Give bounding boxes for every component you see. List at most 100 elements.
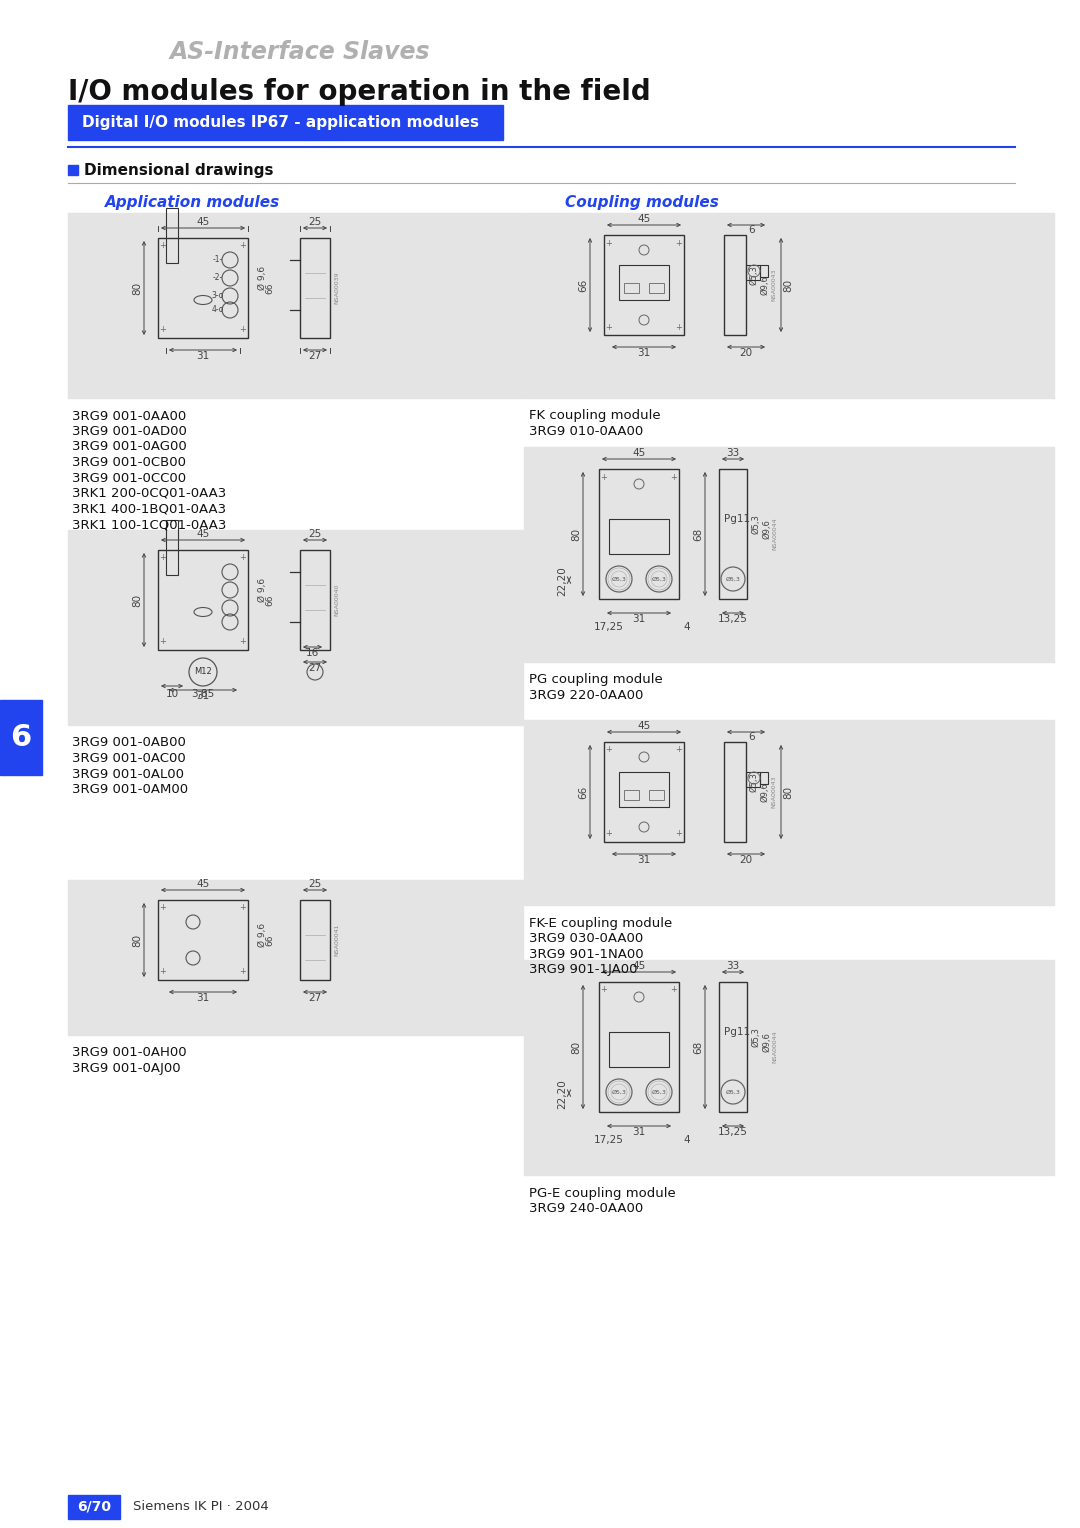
Bar — [619, 772, 669, 807]
Text: 31: 31 — [197, 691, 210, 701]
Text: Ø 9,6: Ø 9,6 — [258, 266, 267, 290]
Text: 80: 80 — [783, 785, 793, 799]
Text: 3RG9 030-0AA00: 3RG9 030-0AA00 — [529, 932, 644, 944]
Text: 3RG9 001-0AC00: 3RG9 001-0AC00 — [72, 752, 186, 766]
Bar — [760, 264, 768, 277]
Text: 3RG9 001-0AG00: 3RG9 001-0AG00 — [72, 440, 187, 454]
Text: Ø 9,6: Ø 9,6 — [258, 923, 267, 947]
Text: 13,25: 13,25 — [718, 614, 748, 623]
Text: Ø9,6: Ø9,6 — [762, 520, 772, 539]
Bar — [604, 743, 684, 842]
Text: FK-E coupling module: FK-E coupling module — [529, 917, 672, 929]
Bar — [524, 960, 1054, 1175]
Text: Ø5,3: Ø5,3 — [611, 1089, 626, 1094]
Text: 25: 25 — [309, 529, 322, 539]
Text: +: + — [600, 472, 607, 481]
Bar — [524, 720, 1054, 905]
Bar — [609, 520, 669, 555]
Text: 3RG9 001-0CB00: 3RG9 001-0CB00 — [72, 455, 186, 469]
Text: 3RG9 001-0AA00: 3RG9 001-0AA00 — [72, 410, 186, 423]
Text: 3RG9 240-0AA00: 3RG9 240-0AA00 — [529, 1203, 644, 1215]
Text: Dimensional drawings: Dimensional drawings — [84, 162, 273, 177]
Text: 45: 45 — [633, 961, 646, 970]
Text: +: + — [240, 325, 246, 335]
Text: PG coupling module: PG coupling module — [529, 674, 663, 686]
Text: 17,25: 17,25 — [594, 622, 624, 633]
Text: +: + — [160, 325, 166, 335]
Bar — [524, 448, 1054, 662]
Text: 16: 16 — [306, 648, 319, 659]
Bar — [524, 212, 1054, 397]
Bar — [604, 235, 684, 335]
Text: +: + — [606, 322, 612, 332]
Text: +: + — [676, 322, 683, 332]
Text: 66: 66 — [266, 283, 274, 293]
Text: Ø5,3: Ø5,3 — [752, 513, 761, 533]
Bar — [68, 212, 523, 397]
Text: NSA00043: NSA00043 — [771, 269, 777, 301]
Text: 66: 66 — [578, 278, 588, 292]
Text: 3RG9 001-0AD00: 3RG9 001-0AD00 — [72, 425, 187, 439]
Text: +: + — [160, 637, 166, 646]
Text: 31: 31 — [637, 856, 650, 865]
Text: 3RG9 220-0AA00: 3RG9 220-0AA00 — [529, 689, 644, 701]
Bar — [724, 743, 746, 842]
Text: 10: 10 — [165, 689, 178, 698]
Text: 68: 68 — [693, 527, 703, 541]
Text: 27: 27 — [309, 663, 322, 672]
Text: 3RK1 200-0CQ01-0AA3: 3RK1 200-0CQ01-0AA3 — [72, 487, 226, 500]
Text: 3,85: 3,85 — [191, 689, 215, 698]
Text: 27: 27 — [309, 351, 322, 361]
Bar — [760, 772, 768, 784]
Text: 45: 45 — [637, 214, 650, 225]
Text: Ø5,3: Ø5,3 — [726, 576, 741, 582]
Bar — [624, 790, 639, 801]
Text: Ø5,3: Ø5,3 — [651, 576, 666, 582]
Bar — [300, 550, 330, 649]
Bar — [599, 469, 679, 599]
Text: FK coupling module: FK coupling module — [529, 410, 661, 423]
Bar — [649, 790, 664, 801]
Text: 4-o: 4-o — [212, 306, 225, 315]
Bar — [746, 264, 760, 280]
Text: +: + — [676, 746, 683, 755]
Bar — [624, 283, 639, 293]
Text: 3RG9 001-0AJ00: 3RG9 001-0AJ00 — [72, 1062, 180, 1076]
Text: 6: 6 — [748, 225, 755, 235]
Text: Ø5,3: Ø5,3 — [752, 1027, 761, 1047]
Text: 66: 66 — [578, 785, 588, 799]
Bar — [68, 530, 523, 724]
Text: +: + — [160, 241, 166, 251]
Text: +: + — [676, 238, 683, 248]
Text: 3RG9 901-1JA00: 3RG9 901-1JA00 — [529, 963, 637, 976]
Text: 6/70: 6/70 — [77, 1500, 111, 1514]
Bar — [599, 983, 679, 1112]
Text: +: + — [160, 903, 166, 912]
Text: 80: 80 — [571, 527, 581, 541]
Text: NSA00044: NSA00044 — [772, 518, 778, 550]
Bar — [68, 880, 523, 1034]
Text: 3-o: 3-o — [212, 292, 225, 301]
Text: 20: 20 — [740, 348, 753, 358]
Bar — [68, 105, 503, 141]
Text: 80: 80 — [132, 934, 141, 946]
Bar — [719, 469, 747, 599]
Text: +: + — [240, 903, 246, 912]
Text: Ø5,3: Ø5,3 — [750, 772, 759, 792]
Text: 31: 31 — [633, 614, 646, 623]
Text: 3RK1 400-1BQ01-0AA3: 3RK1 400-1BQ01-0AA3 — [72, 503, 226, 515]
Text: AS-Interface Slaves: AS-Interface Slaves — [170, 40, 430, 64]
Bar — [609, 1031, 669, 1067]
Text: 3RG9 001-0AB00: 3RG9 001-0AB00 — [72, 736, 186, 750]
Bar — [649, 283, 664, 293]
Text: Ø5,3: Ø5,3 — [651, 1089, 666, 1094]
Text: +: + — [606, 746, 612, 755]
Text: 33: 33 — [727, 448, 740, 458]
Text: 31: 31 — [197, 351, 210, 361]
Text: Ø9,6: Ø9,6 — [761, 782, 770, 802]
Text: 17,25: 17,25 — [594, 1135, 624, 1144]
Text: 6: 6 — [11, 723, 31, 752]
Text: 80: 80 — [132, 281, 141, 295]
Text: -2-: -2- — [213, 274, 224, 283]
Bar — [719, 983, 747, 1112]
